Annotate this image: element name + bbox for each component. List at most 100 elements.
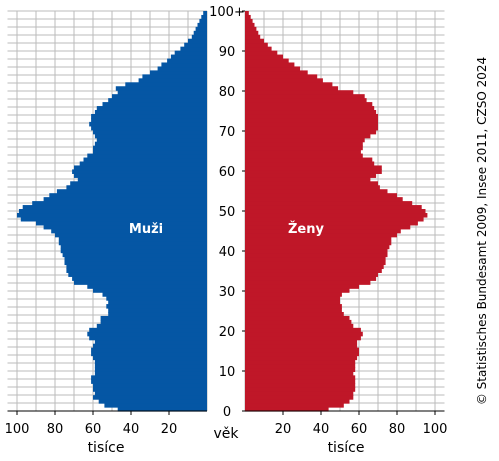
female-bar	[245, 288, 350, 293]
male-bar	[91, 125, 207, 131]
male-bar	[142, 74, 207, 79]
male-bar	[180, 46, 207, 52]
male-bar	[89, 327, 207, 333]
female-bar	[245, 173, 377, 178]
right-unit-label: tisíce	[328, 440, 365, 456]
male-bar	[100, 319, 207, 325]
male-bar	[49, 193, 207, 198]
female-bar	[245, 395, 354, 400]
male-bar	[66, 185, 208, 190]
age-tick-label: 40	[219, 245, 236, 260]
male-bar	[32, 201, 208, 206]
female-bar	[245, 252, 388, 258]
female-bar	[245, 347, 359, 353]
female-bar	[245, 113, 378, 119]
age-tick-label: 30	[219, 285, 236, 300]
male-bar	[64, 260, 207, 266]
male-bar	[18, 209, 208, 214]
female-bar	[245, 165, 382, 171]
female-bar	[245, 129, 377, 135]
male-bar	[112, 94, 207, 99]
female-bar	[245, 117, 378, 123]
male-bar	[58, 240, 207, 246]
male-bar	[62, 252, 207, 258]
female-bar	[245, 339, 358, 345]
male-bar	[106, 304, 207, 309]
male-bar	[43, 224, 207, 230]
female-bar	[245, 399, 350, 404]
male-bar	[20, 216, 207, 222]
female-bar	[245, 264, 384, 270]
female-bar	[245, 248, 388, 254]
female-bar	[245, 363, 356, 369]
female-bar	[245, 331, 363, 337]
male-bar	[191, 34, 207, 40]
female-bar	[245, 34, 261, 40]
male-bar	[68, 272, 207, 277]
labels: Muži Ženy tisíce tisíce věk © Statistisc…	[88, 57, 489, 456]
male-x-tick-label: 20	[161, 422, 178, 437]
female-bar	[245, 343, 358, 349]
female-bar	[245, 308, 342, 313]
age-tick-label: 0	[223, 405, 231, 420]
male-bar	[87, 284, 207, 289]
female-bar	[245, 70, 308, 75]
female-bar	[245, 58, 289, 64]
source-credit: © Statistisches Bundesamt 2009, Insee 20…	[475, 57, 489, 405]
male-bar	[58, 236, 207, 242]
female-bar	[245, 407, 329, 412]
female-bar	[245, 244, 390, 250]
male-series-label: Muži	[129, 222, 163, 237]
male-bar	[74, 173, 207, 178]
male-bar	[167, 58, 207, 64]
female-bar	[245, 50, 278, 56]
male-bar	[125, 82, 207, 87]
male-bar	[197, 22, 207, 28]
male-x-tick-label: 60	[85, 422, 102, 437]
female-bar	[245, 46, 272, 52]
female-bar	[245, 149, 361, 155]
male-bar	[102, 292, 207, 297]
female-bar	[245, 209, 426, 214]
female-bar	[245, 133, 371, 139]
female-x-tick-label: 80	[389, 422, 406, 437]
female-bar	[245, 268, 382, 273]
male-bar	[203, 11, 207, 16]
male-bar	[94, 363, 207, 369]
male-bar	[91, 351, 207, 357]
male-bar	[36, 220, 207, 226]
female-bar	[245, 375, 356, 380]
female-x-tick-label: 20	[275, 422, 292, 437]
female-bar	[245, 228, 401, 234]
female-bar	[245, 371, 354, 376]
female-bar	[245, 256, 386, 262]
male-bar	[195, 26, 207, 32]
female-bar	[245, 379, 356, 384]
female-bar	[245, 86, 339, 91]
age-tick-label: 50	[219, 205, 236, 220]
female-bar	[245, 169, 382, 174]
male-bar	[87, 153, 207, 159]
male-bar	[174, 50, 207, 56]
male-x-tick-label: 80	[47, 422, 64, 437]
female-bar	[245, 304, 342, 309]
male-bar	[66, 268, 208, 273]
male-bar	[93, 129, 207, 135]
female-bar	[245, 403, 344, 408]
female-bar	[245, 351, 359, 357]
male-bar	[93, 355, 207, 361]
male-bar	[94, 339, 207, 345]
male-x-tick-label: 100	[5, 422, 30, 437]
female-bar	[245, 125, 378, 131]
male-bar	[138, 78, 207, 83]
female-bar	[245, 367, 356, 372]
male-bar	[89, 335, 207, 341]
female-bar	[245, 137, 365, 143]
female-bar	[245, 197, 403, 202]
male-bar	[72, 276, 207, 281]
female-bar	[245, 30, 259, 36]
male-bar	[83, 157, 207, 163]
axes: 100 80 60 40 20 20 40 60 80 100 0 10 20 30 40 50 60 70 80 9…	[5, 5, 448, 437]
female-bar	[245, 189, 388, 194]
male-bar	[104, 403, 207, 408]
